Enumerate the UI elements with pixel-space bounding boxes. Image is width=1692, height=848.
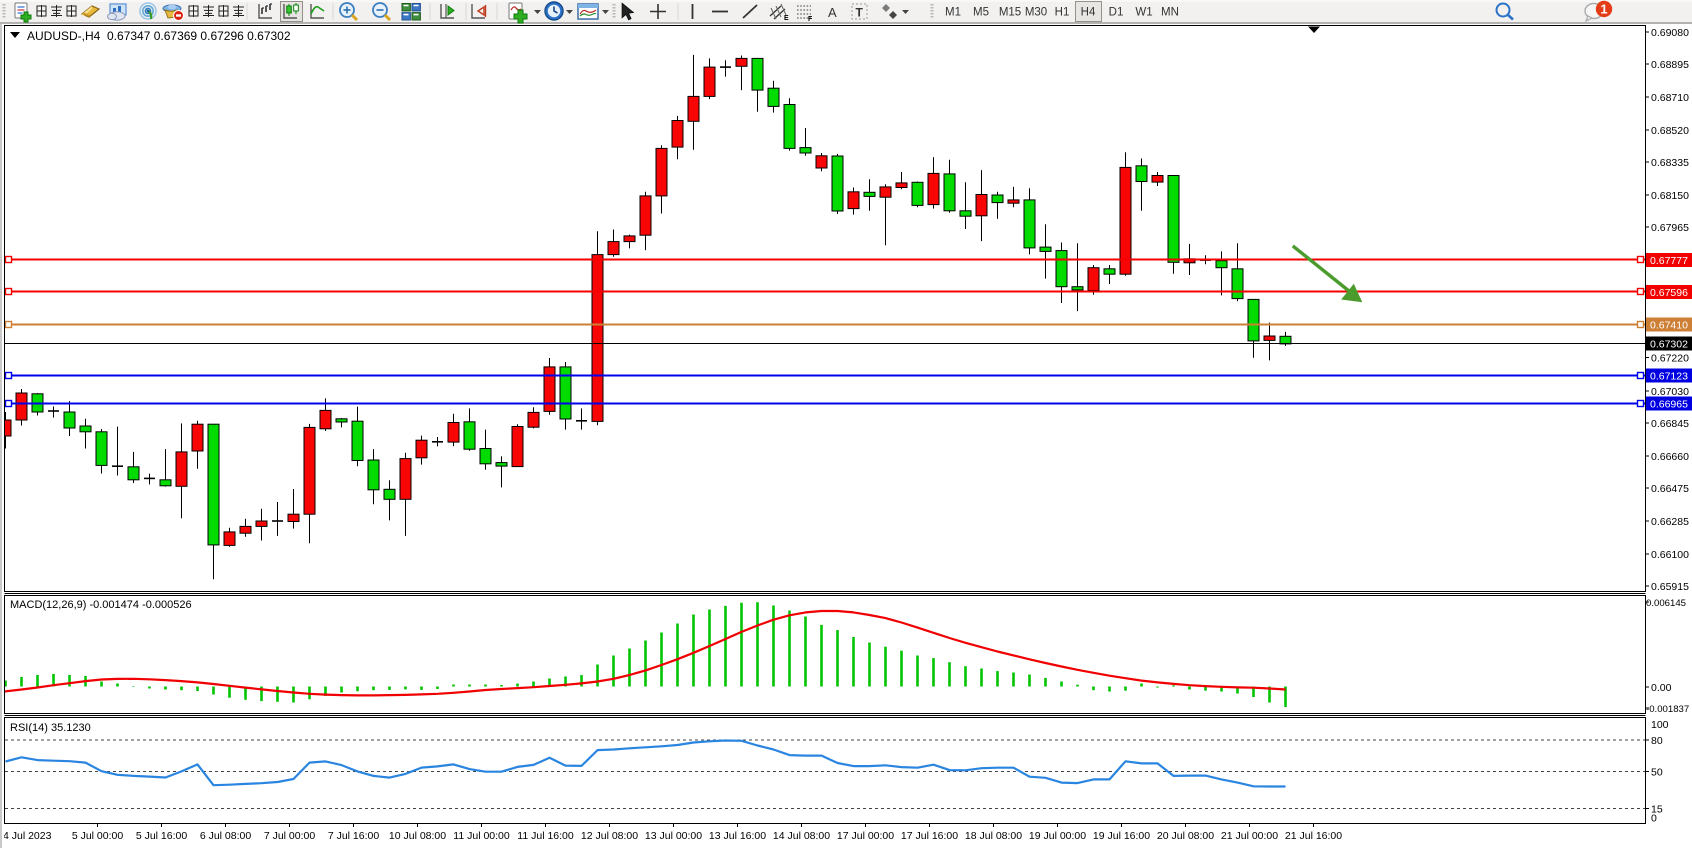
- svg-text:100: 100: [1651, 719, 1669, 731]
- svg-text:11 Jul 16:00: 11 Jul 16:00: [517, 830, 574, 842]
- svg-text:0.68895: 0.68895: [1651, 59, 1689, 71]
- svg-text:18 Jul 08:00: 18 Jul 08:00: [965, 830, 1022, 842]
- svg-text:0.68335: 0.68335: [1651, 157, 1689, 169]
- svg-text:MN: MN: [1161, 7, 1179, 19]
- svg-text:13 Jul 00:00: 13 Jul 00:00: [645, 830, 702, 842]
- svg-text:13 Jul 16:00: 13 Jul 16:00: [709, 830, 766, 842]
- svg-text:0.67220: 0.67220: [1651, 353, 1689, 365]
- svg-text:12 Jul 08:00: 12 Jul 08:00: [581, 830, 638, 842]
- svg-text:F: F: [808, 16, 813, 23]
- svg-text:19 Jul 00:00: 19 Jul 00:00: [1029, 830, 1086, 842]
- svg-text:5 Jul 16:00: 5 Jul 16:00: [136, 830, 188, 842]
- svg-text:0.66100: 0.66100: [1651, 549, 1689, 561]
- svg-text:7 Jul 16:00: 7 Jul 16:00: [328, 830, 380, 842]
- svg-text:15: 15: [1651, 804, 1663, 816]
- svg-text:80: 80: [1651, 735, 1663, 747]
- svg-text:0.67302: 0.67302: [1650, 339, 1688, 351]
- svg-text:0.68710: 0.68710: [1651, 92, 1689, 104]
- svg-text:0.66965: 0.66965: [1650, 399, 1688, 411]
- svg-text:11 Jul 00:00: 11 Jul 00:00: [453, 830, 510, 842]
- svg-text:17 Jul 00:00: 17 Jul 00:00: [837, 830, 894, 842]
- svg-text:0.67596: 0.67596: [1650, 287, 1688, 299]
- svg-text:M1: M1: [945, 7, 961, 19]
- svg-text:14 Jul 08:00: 14 Jul 08:00: [773, 830, 830, 842]
- svg-text:0.68520: 0.68520: [1651, 125, 1689, 137]
- svg-text:7 Jul 00:00: 7 Jul 00:00: [264, 830, 316, 842]
- svg-text:RSI(14) 35.1230: RSI(14) 35.1230: [10, 722, 91, 734]
- svg-text:D1: D1: [1109, 7, 1124, 19]
- svg-text:H1: H1: [1055, 7, 1070, 19]
- svg-text:0.66475: 0.66475: [1651, 483, 1689, 495]
- svg-text:H4: H4: [1081, 7, 1096, 19]
- svg-text:50: 50: [1651, 767, 1663, 779]
- svg-text:0.00: 0.00: [1651, 682, 1672, 694]
- svg-text:19 Jul 16:00: 19 Jul 16:00: [1093, 830, 1150, 842]
- svg-text:0.67965: 0.67965: [1651, 222, 1689, 234]
- svg-text:M30: M30: [1025, 7, 1047, 19]
- svg-text:0.69080: 0.69080: [1651, 27, 1689, 39]
- svg-text:10 Jul 08:00: 10 Jul 08:00: [389, 830, 446, 842]
- svg-text:21 Jul 00:00: 21 Jul 00:00: [1221, 830, 1278, 842]
- svg-text:4 Jul 2023: 4 Jul 2023: [3, 830, 52, 842]
- svg-text:1: 1: [1600, 2, 1607, 17]
- svg-text:-0.001837: -0.001837: [1646, 704, 1689, 715]
- svg-text:20 Jul 08:00: 20 Jul 08:00: [1157, 830, 1214, 842]
- svg-text:17 Jul 16:00: 17 Jul 16:00: [901, 830, 958, 842]
- svg-text:0.67030: 0.67030: [1651, 386, 1689, 398]
- svg-text:A: A: [828, 5, 837, 20]
- svg-text:5 Jul 00:00: 5 Jul 00:00: [72, 830, 124, 842]
- svg-text:0.68150: 0.68150: [1651, 190, 1689, 202]
- svg-text:M15: M15: [999, 7, 1021, 19]
- svg-text:0.67777: 0.67777: [1650, 255, 1688, 267]
- svg-text:0.65915: 0.65915: [1651, 581, 1689, 593]
- svg-text:E: E: [784, 15, 789, 22]
- svg-text:MACD(12,26,9) -0.001474 -0.000: MACD(12,26,9) -0.001474 -0.000526: [10, 599, 192, 611]
- svg-text:M5: M5: [973, 7, 989, 19]
- svg-text:0.006145: 0.006145: [1646, 598, 1686, 609]
- svg-text:T: T: [856, 6, 864, 20]
- svg-text:W1: W1: [1135, 7, 1152, 19]
- svg-text:0.66285: 0.66285: [1651, 516, 1689, 528]
- svg-text:0: 0: [1651, 813, 1657, 825]
- svg-text:0.66845: 0.66845: [1651, 418, 1689, 430]
- svg-text:0.66660: 0.66660: [1651, 451, 1689, 463]
- svg-text:6 Jul 08:00: 6 Jul 08:00: [200, 830, 252, 842]
- svg-text:0.67410: 0.67410: [1650, 320, 1688, 332]
- svg-text:AUDUSD-,H4 0.67347 0.67369 0.: AUDUSD-,H4 0.67347 0.67369 0.67296 0.673…: [27, 29, 291, 43]
- svg-text:21 Jul 16:00: 21 Jul 16:00: [1285, 830, 1342, 842]
- svg-text:0.67123: 0.67123: [1650, 371, 1688, 383]
